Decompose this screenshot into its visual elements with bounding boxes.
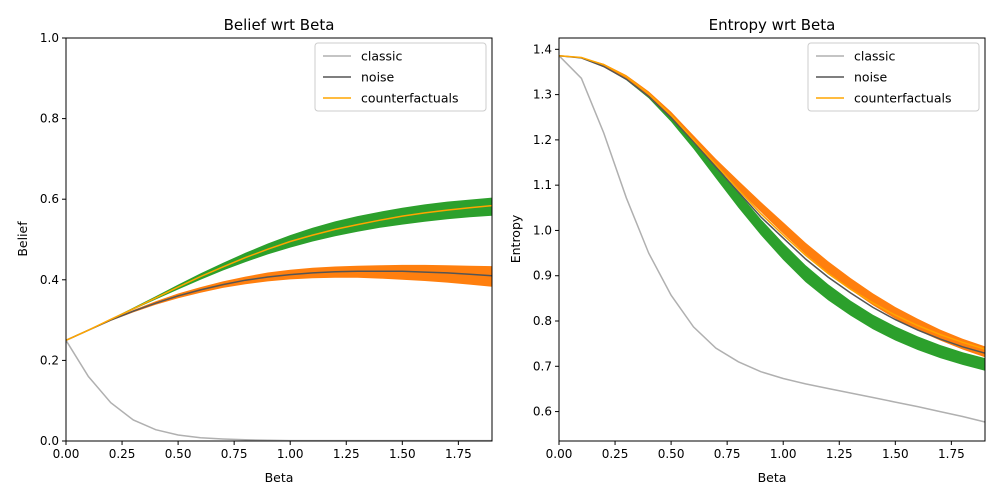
y-tick-label: 1.3: [533, 88, 552, 102]
y-tick-label: 1.0: [40, 31, 59, 45]
x-tick-label: 1.50: [882, 447, 909, 461]
y-tick-label: 0.2: [40, 353, 59, 367]
y-axis-ticks: 0.6 0.7 0.8 0.9 1.0 1.1 1.2 1.3 1.4: [533, 42, 559, 419]
y-tick-label: 1.2: [533, 133, 552, 147]
chart-title: Belief wrt Beta: [224, 16, 335, 34]
y-tick-label: 0.7: [533, 359, 552, 373]
series-lines: [558, 54, 986, 423]
confidence-band-1: [66, 197, 492, 341]
legend-label-noise: noise: [854, 70, 888, 85]
x-axis-label: Beta: [758, 470, 787, 485]
legend-box: [314, 42, 487, 112]
x-tick-label: 0.50: [658, 447, 685, 461]
plot-frame: [65, 37, 493, 442]
legend: classic noise counterfactuals: [807, 42, 980, 112]
y-tick-label: 1.4: [533, 42, 552, 56]
y-tick-label: 0.0: [40, 434, 59, 448]
y-tick-label: 0.8: [533, 314, 552, 328]
y-axis-label: Belief: [15, 221, 30, 257]
y-axis-label: Entropy: [508, 214, 523, 263]
x-tick-label: 0.00: [53, 447, 80, 461]
y-tick-label: 0.9: [533, 269, 552, 283]
x-tick-label: 1.00: [277, 447, 304, 461]
legend-label-noise: noise: [361, 70, 395, 85]
x-tick-label: 1.25: [333, 447, 360, 461]
x-tick-label: 1.25: [826, 447, 853, 461]
chart-title: Entropy wrt Beta: [709, 16, 836, 34]
series-line-noise: [65, 270, 493, 341]
y-tick-label: 1.1: [533, 178, 552, 192]
x-tick-label: 0.50: [165, 447, 192, 461]
x-tick-label: 1.75: [938, 447, 965, 461]
entropy-chart: Entropy wrt Beta Beta Entropy 0.00 0.25 0.…: [508, 16, 986, 485]
series-line-counterfactuals: [558, 54, 986, 350]
x-tick-label: 0.75: [221, 447, 248, 461]
x-tick-label: 0.25: [109, 447, 136, 461]
y-tick-label: 0.6: [533, 405, 552, 419]
x-tick-label: 0.00: [546, 447, 573, 461]
x-axis-ticks: 0.00 0.25 0.50 0.75 1.00 1.25 1.50 1.75: [546, 441, 965, 461]
series-line-counterfactuals: [65, 204, 493, 341]
legend-box: [807, 42, 980, 112]
x-tick-label: 0.75: [714, 447, 741, 461]
plot-frame: [558, 37, 986, 442]
x-axis-ticks: 0.00 0.25 0.50 0.75 1.00 1.25 1.50 1.75: [53, 441, 472, 461]
legend-label-classic: classic: [361, 49, 403, 64]
series-line-classic: [558, 55, 986, 423]
confidence-bands: [66, 197, 492, 341]
legend-label-counterfactuals: counterfactuals: [361, 91, 459, 106]
legend-label-classic: classic: [854, 49, 896, 64]
x-tick-label: 1.50: [389, 447, 416, 461]
x-tick-label: 1.75: [445, 447, 472, 461]
y-tick-label: 0.6: [40, 192, 59, 206]
x-tick-label: 1.00: [770, 447, 797, 461]
y-tick-label: 0.4: [40, 273, 59, 287]
legend: classic noise counterfactuals: [314, 42, 487, 112]
y-tick-label: 1.0: [533, 223, 552, 237]
legend-label-counterfactuals: counterfactuals: [854, 91, 952, 106]
x-axis-label: Beta: [265, 470, 294, 485]
x-tick-label: 0.25: [602, 447, 629, 461]
y-tick-label: 0.8: [40, 112, 59, 126]
series-line-classic: [65, 339, 492, 442]
series-line-noise: [558, 54, 986, 354]
y-axis-ticks: 0.0 0.2 0.4 0.6 0.8 1.0: [40, 31, 66, 448]
belief-chart: Belief wrt Beta Beta Belief 0.00 0.25 0.50…: [15, 16, 493, 485]
